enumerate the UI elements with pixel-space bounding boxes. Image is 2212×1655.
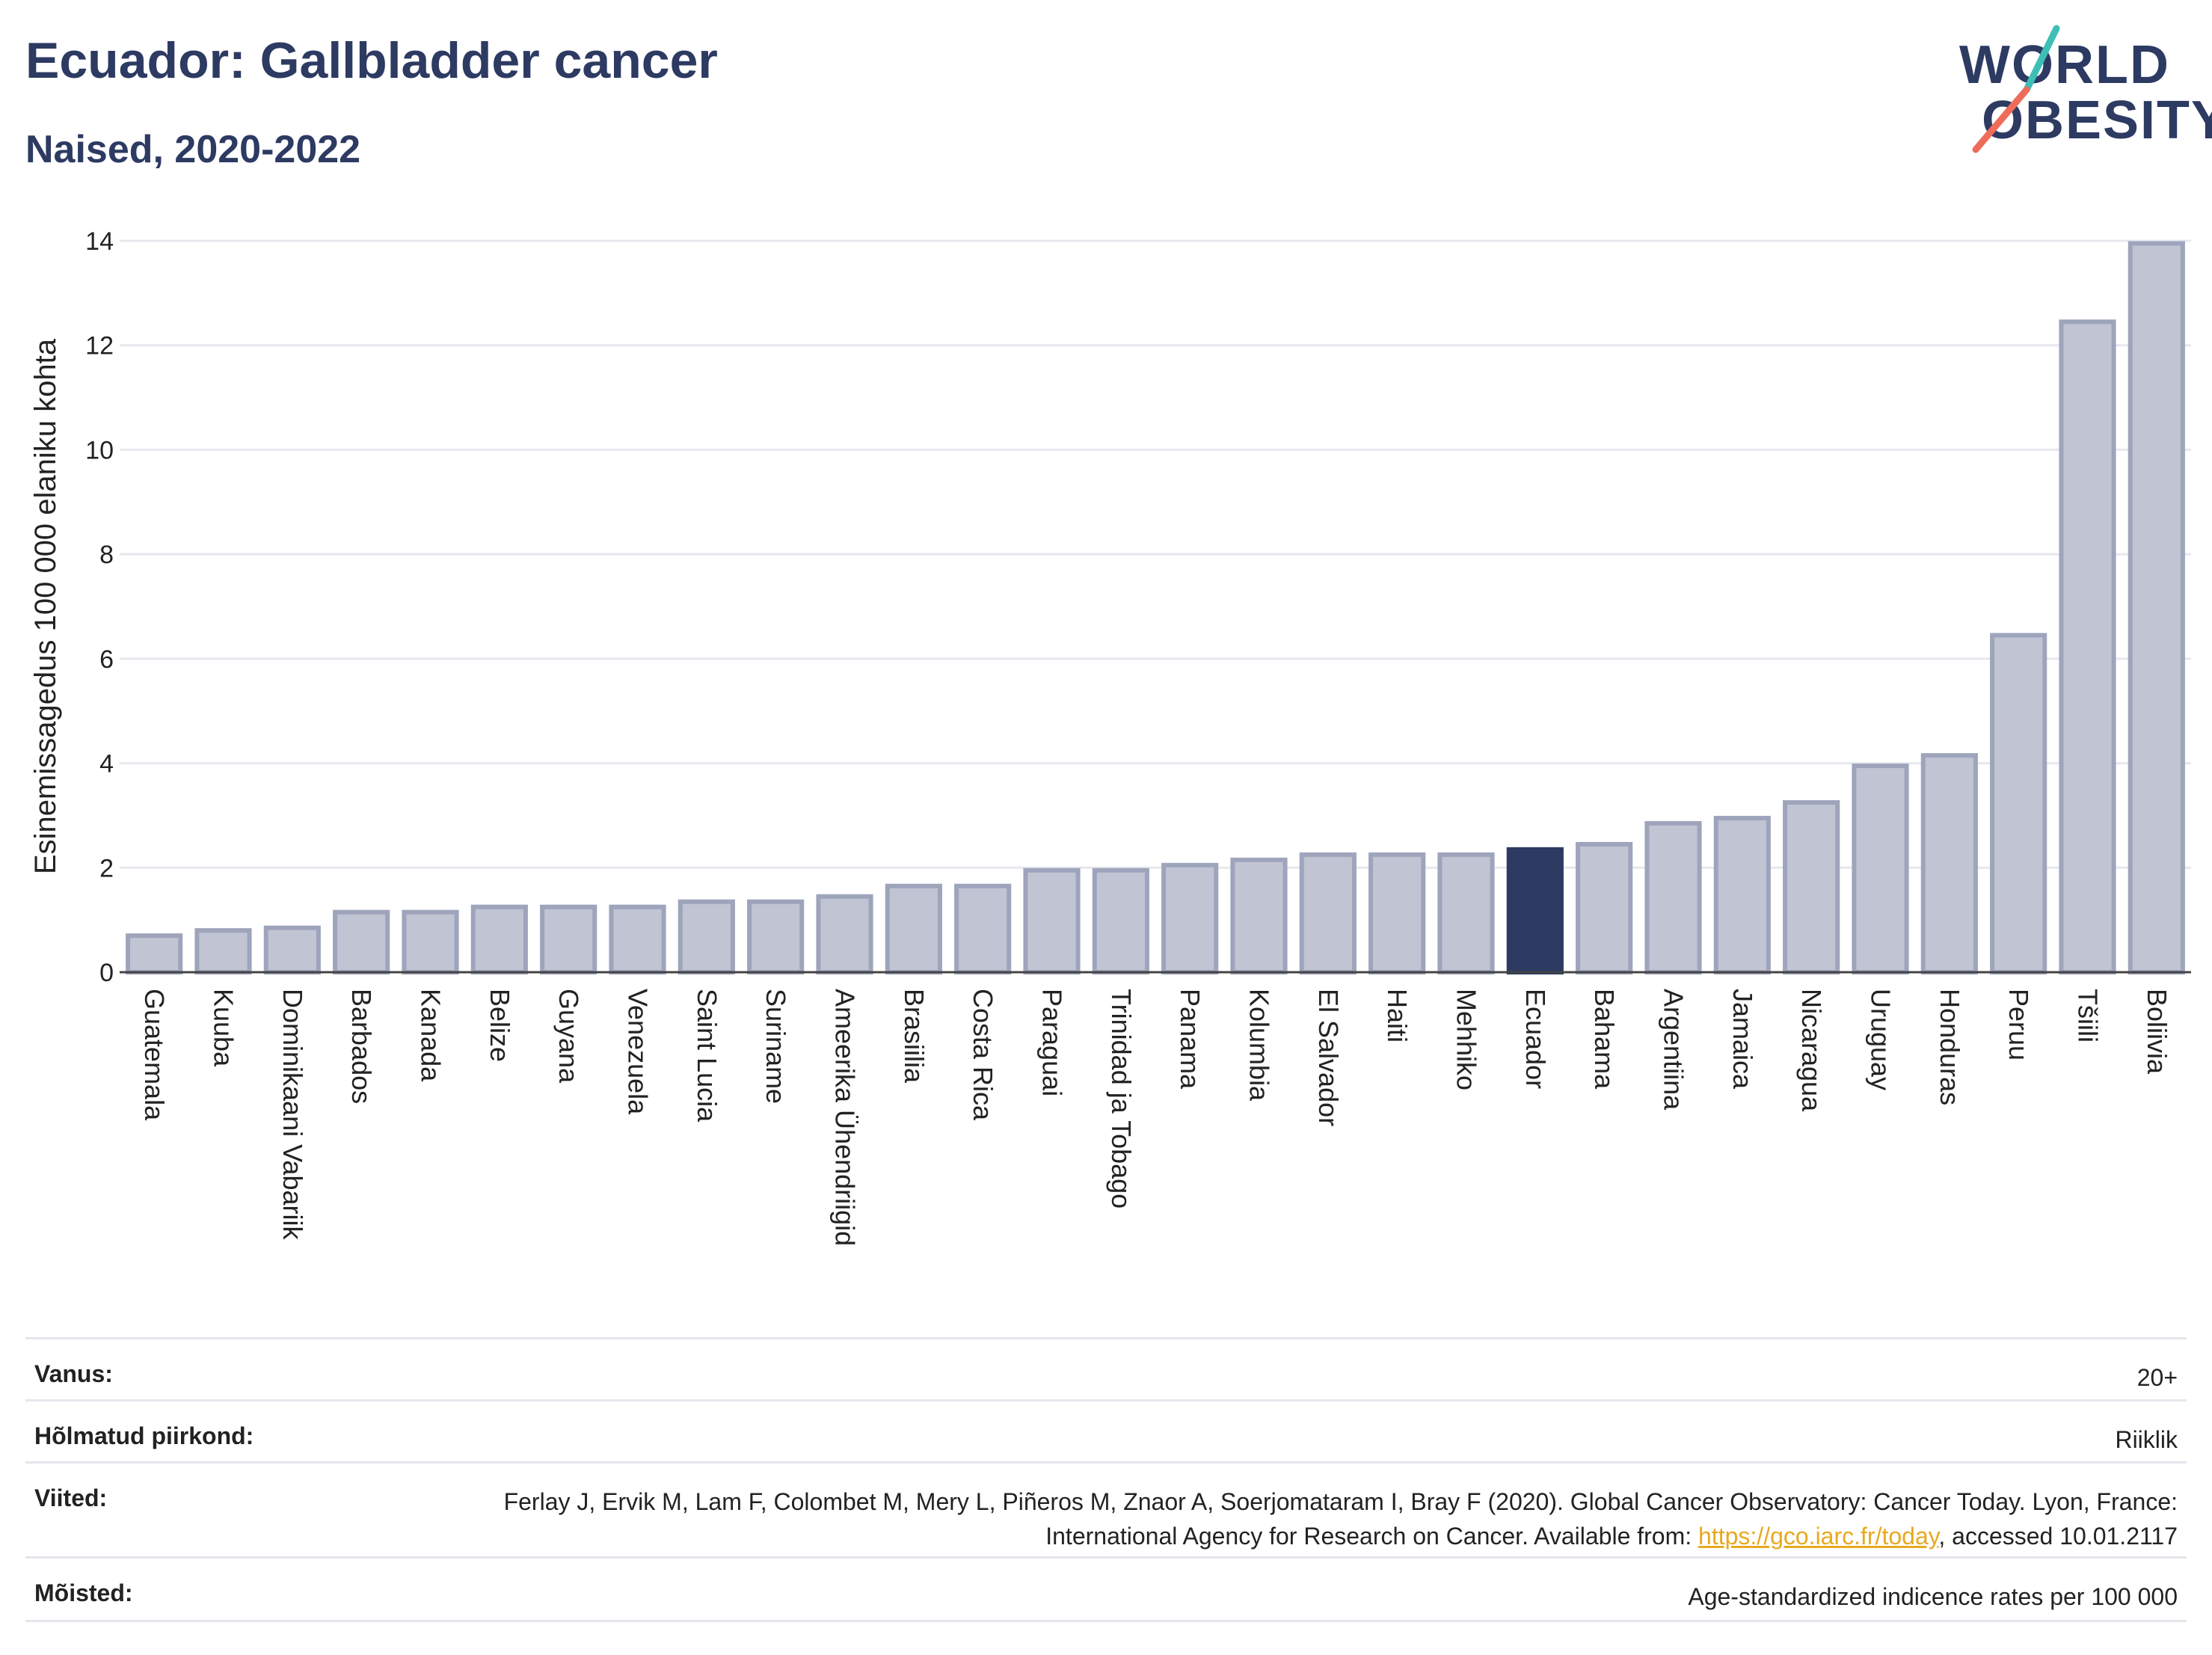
bar-peruu [1990, 633, 2047, 975]
page-subtitle: Naised, 2020-2022 [25, 128, 361, 171]
footer-row-age: Vanus: 20+ [25, 1337, 2187, 1399]
x-tick-label: Saint Lucia [692, 989, 722, 1123]
x-tick-label: Peruu [2003, 989, 2034, 1060]
footer-row-definitions: Mõisted: Age-standardized indicence rate… [25, 1556, 2187, 1622]
bar-t-iili [2059, 319, 2116, 974]
age-label: Vanus: [34, 1360, 113, 1387]
bar-kuuba [194, 928, 252, 974]
references-accessed: , accessed 10.01.2117 [1938, 1523, 2178, 1550]
page-title: Ecuador: Gallbladder cancer [25, 32, 718, 89]
y-axis-label: Esinemissagedus 100 000 elaniku kohta [29, 338, 62, 874]
x-tick-label: Ameerika Ühendriigid [830, 989, 861, 1246]
reference-link[interactable]: https://gco.iarc.fr/today [1698, 1523, 1939, 1550]
x-tick-label: Argentiina [1659, 989, 1689, 1111]
bar-mehhiko [1437, 852, 1495, 974]
bar-paraguai [1023, 868, 1081, 974]
x-tick-label: Kolumbia [1244, 989, 1275, 1102]
bar-boliivia [2127, 241, 2185, 974]
x-tick-label: Paraguai [1037, 989, 1068, 1096]
definitions-label: Mõisted: [34, 1579, 133, 1606]
x-tick-label: Costa Rica [968, 989, 998, 1121]
logo-line-1: WORLD [1959, 35, 2170, 95]
x-tick-label: Guyana [553, 989, 584, 1084]
bar-barbados [333, 909, 390, 975]
bar-brasiilia [885, 883, 942, 974]
definitions-value: Age-standardized indicence rates per 100… [1688, 1583, 2178, 1610]
x-tick-label: Nicaragua [1796, 989, 1827, 1112]
x-tick-label: Ecuador [1520, 989, 1551, 1089]
bar-costa-rica [954, 883, 1012, 974]
y-tick-label: 12 [85, 332, 114, 360]
x-tick-label: Tšiili [2073, 989, 2104, 1043]
bar-saint-lucia [678, 899, 735, 975]
bar-kanada [402, 909, 459, 975]
bar-argentiina [1644, 820, 1702, 975]
x-tick-label: Uruguay [1866, 989, 1896, 1090]
bar-honduras [1920, 753, 1978, 974]
x-tick-label: Mehhiko [1451, 989, 1482, 1090]
bar-guatemala [126, 933, 183, 974]
x-tick-label: Belize [485, 989, 515, 1062]
bar-trinidad-ja-tobago [1092, 868, 1149, 974]
y-tick-label: 10 [85, 436, 114, 464]
bar-uruguay [1852, 764, 1909, 974]
bar-dominikaani-vabariik [263, 925, 321, 974]
x-tick-label: Kuuba [209, 989, 239, 1067]
x-tick-label: Trinidad ja Tobago [1106, 989, 1137, 1209]
bar-haiti [1368, 852, 1426, 974]
x-tick-label: Panama [1175, 989, 1205, 1090]
bar-belize [470, 904, 528, 975]
bar-chart: 0 2 4 6 8 10 12 14 Esinemissagedus 100 000 elani… [29, 227, 2191, 1246]
y-tick-label: 6 [99, 645, 114, 674]
x-tick-label: Boliivia [2142, 989, 2172, 1075]
x-tick-label: Dominikaani Vabariik [277, 989, 308, 1240]
bar-panama [1161, 862, 1219, 974]
bar-guyana [540, 904, 597, 975]
logo-slash-icon [1972, 25, 2060, 153]
y-tick-label: 14 [85, 227, 114, 256]
bar-ameerika-hendriigid [816, 894, 873, 975]
age-value: 20+ [2136, 1364, 2178, 1391]
footer-row-references: Viited: Ferlay J, Ervik M, Lam F, Colomb… [25, 1461, 2187, 1556]
footer-row-coverage: Hõlmatud piirkond: Riiklik [25, 1399, 2187, 1461]
y-tick-label: 2 [99, 854, 114, 882]
x-tick-label: Guatemala [139, 989, 170, 1121]
bar-kolumbia [1230, 857, 1288, 974]
references-label: Viited: [34, 1484, 108, 1511]
x-tick-label: Suriname [761, 989, 791, 1104]
metadata-table: Vanus: 20+ Hõlmatud piirkond: Riiklik Vi… [25, 1337, 2187, 1622]
y-tick-label: 0 [99, 959, 114, 987]
bar-venezuela [609, 904, 666, 975]
bar-bahama [1576, 841, 1633, 974]
y-tick-label: 8 [99, 541, 114, 569]
x-tick-label: Bahama [1589, 989, 1620, 1090]
bar-el-salvador [1299, 852, 1357, 974]
x-tick-label: Brasiilia [899, 989, 930, 1084]
references-text: Ferlay J, Ervik M, Lam F, Colombet M, Me… [503, 1488, 2178, 1550]
x-tick-label: El Salvador [1313, 989, 1344, 1126]
bar-jamaica [1713, 815, 1771, 975]
x-tick-label: Venezuela [623, 989, 654, 1115]
coverage-value: Riiklik [2115, 1426, 2178, 1453]
references-value: Ferlay J, Ervik M, Lam F, Colombet M, Me… [25, 1464, 2187, 1553]
x-tick-label: Honduras [1935, 989, 1965, 1105]
coverage-label: Hõlmatud piirkond: [34, 1422, 254, 1449]
x-tick-label: Jamaica [1727, 989, 1758, 1090]
world-obesity-logo: WORLD OBESITY [1944, 22, 2212, 165]
y-tick-label: 4 [99, 750, 114, 779]
x-tick-label: Haiti [1382, 989, 1413, 1043]
x-tick-label: Kanada [416, 989, 446, 1082]
bar-ecuador [1506, 847, 1564, 974]
bar-nicaragua [1783, 799, 1840, 975]
x-tick-label: Barbados [346, 989, 377, 1104]
bar-suriname [747, 899, 805, 975]
